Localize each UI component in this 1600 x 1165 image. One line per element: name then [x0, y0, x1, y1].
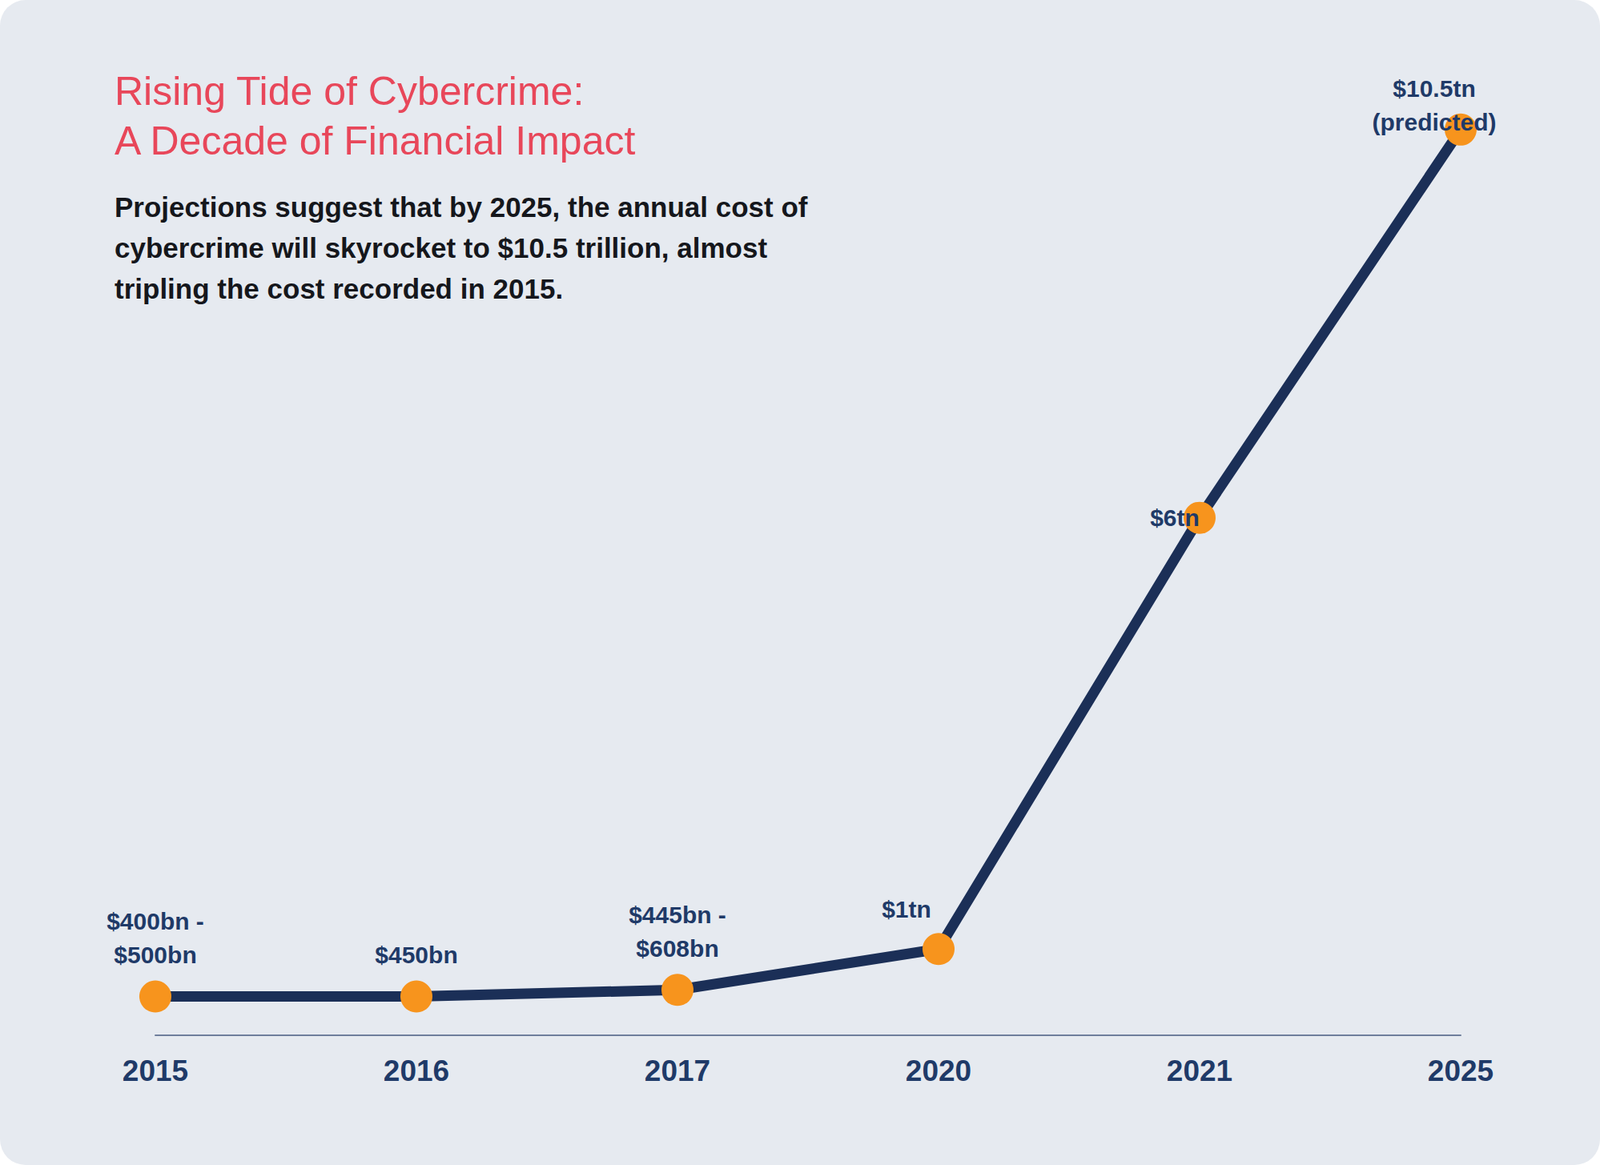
svg-text:$445bn -: $445bn -	[628, 901, 727, 929]
svg-text:$608bn: $608bn	[635, 935, 719, 962]
svg-text:(predicted): (predicted)	[1371, 108, 1496, 136]
svg-text:cybercrime will skyrocket to $: cybercrime will skyrocket to $10.5 trill…	[114, 232, 768, 264]
svg-text:Projections suggest that by 20: Projections suggest that by 2025, the an…	[114, 191, 809, 223]
svg-text:tripling the cost recorded in: tripling the cost recorded in 2015.	[114, 273, 563, 305]
svg-text:2016: 2016	[383, 1054, 450, 1088]
svg-text:2015: 2015	[122, 1054, 189, 1088]
svg-text:Rising Tide of Cybercrime:: Rising Tide of Cybercrime:	[114, 68, 584, 114]
svg-text:$1tn: $1tn	[881, 896, 932, 923]
svg-text:$400bn -: $400bn -	[106, 908, 205, 935]
svg-text:$450bn: $450bn	[374, 941, 458, 969]
svg-text:$500bn: $500bn	[113, 941, 197, 969]
svg-text:$10.5tn: $10.5tn	[1392, 75, 1476, 102]
svg-text:A Decade of Financial Impact: A Decade of Financial Impact	[114, 118, 636, 164]
svg-text:2025: 2025	[1427, 1054, 1494, 1088]
svg-text:2020: 2020	[905, 1054, 972, 1088]
svg-text:2017: 2017	[644, 1054, 711, 1088]
svg-text:2021: 2021	[1166, 1054, 1233, 1088]
svg-text:$6tn: $6tn	[1149, 504, 1200, 531]
